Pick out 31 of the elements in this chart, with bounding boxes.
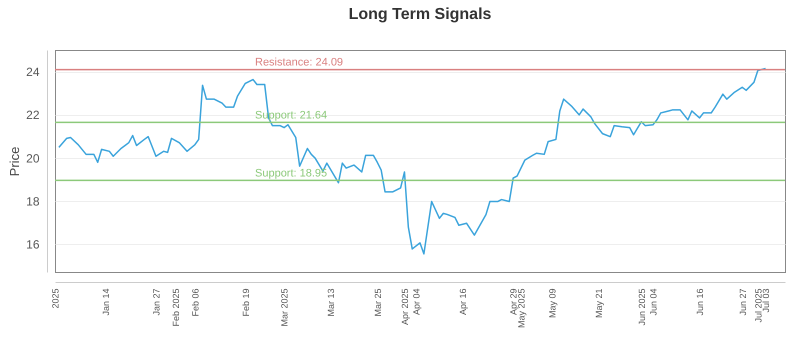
y-axis-title: Price	[7, 146, 22, 176]
x-tick-label: Jan 27	[151, 288, 162, 316]
x-tick-label: Jul 2025	[753, 288, 764, 323]
x-tick-label: Jan 14	[100, 288, 111, 316]
x-tick-label: Apr 29	[508, 288, 519, 316]
y-tick-label: 16	[26, 237, 40, 252]
x-tick-label: Apr 04	[412, 288, 422, 316]
ref-line-label: Support: 18.95	[255, 167, 328, 180]
y-tick-label: 22	[26, 108, 40, 122]
x-tick-label: Apr 16	[458, 288, 468, 316]
x-tick-label: Jun 04	[648, 288, 658, 316]
x-tick-label: Jul 03	[761, 288, 772, 313]
x-tick-label: May 21	[594, 288, 604, 318]
x-tick-label: Jun 27	[738, 288, 748, 316]
x-tick-label: Feb 2025	[170, 288, 181, 327]
chart-title: Long Term Signals	[348, 6, 492, 23]
x-tick-label: Mar 13	[326, 288, 336, 317]
y-tick-label: 24	[26, 65, 40, 80]
x-tick-label: Apr 2025	[400, 288, 410, 326]
x-tick-label: Jun 2025	[636, 288, 647, 326]
x-tick-label: Mar 2025	[280, 288, 290, 327]
x-tick-label: Feb 06	[190, 288, 200, 317]
y-tick-label: 18	[26, 194, 40, 208]
x-tick-label: May 09	[548, 288, 558, 318]
ref-line-label: Resistance: 24.09	[255, 56, 344, 69]
x-tick-label: Mar 25	[372, 288, 383, 317]
x-tick-label: Feb 19	[240, 288, 251, 317]
line-series	[58, 68, 766, 255]
x-tick-label: 2025	[50, 288, 60, 309]
x-tick-label: Jun 16	[695, 288, 706, 316]
y-tick-label: 20	[26, 151, 40, 166]
